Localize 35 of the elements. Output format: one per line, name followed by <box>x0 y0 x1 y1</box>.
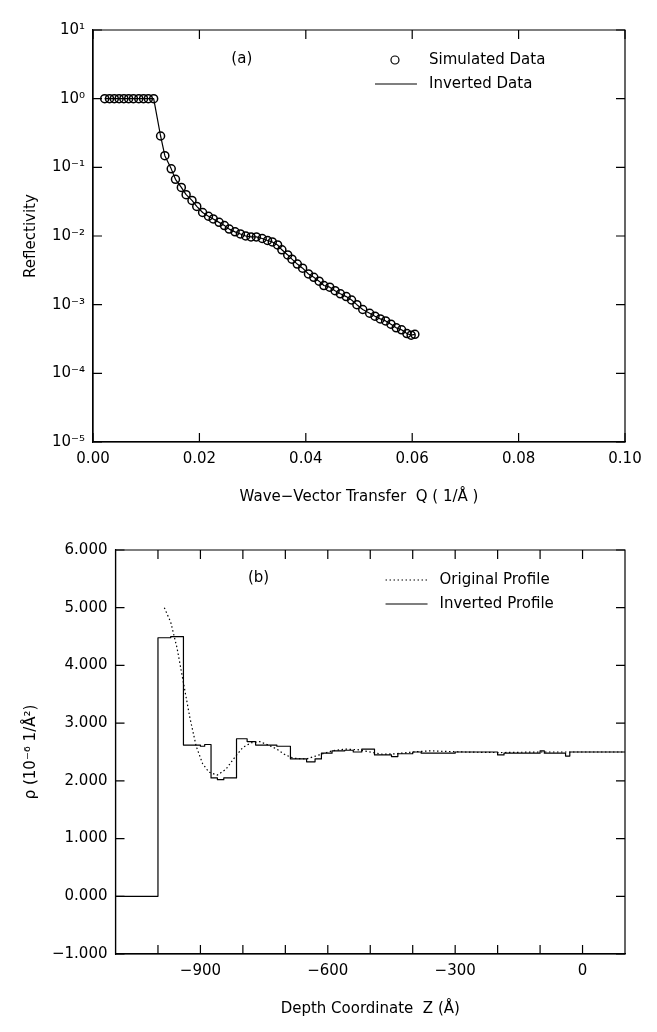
x-tick-label: 0.10 <box>608 448 642 467</box>
y-tick-label: 6.000 <box>64 539 108 558</box>
annotation: (a) <box>231 48 253 67</box>
y-axis-title: Reflectivity <box>20 194 39 278</box>
y-tick-label: −1.000 <box>51 943 108 962</box>
y-tick-label: 4.000 <box>64 655 108 674</box>
y-tick-label: 0.000 <box>64 886 108 905</box>
x-tick-label: 0.08 <box>501 448 536 467</box>
y-tick-label: 10⁻⁵ <box>51 431 86 450</box>
x-tick-label: −900 <box>179 960 222 979</box>
y-tick-label: 10⁻² <box>51 225 86 244</box>
x-tick-label: 0.04 <box>289 448 323 467</box>
y-tick-label: 1.000 <box>64 828 108 847</box>
y-tick-label: 10¹ <box>59 19 86 38</box>
x-tick-label: −300 <box>434 960 476 979</box>
x-tick-label: 0.06 <box>395 448 429 467</box>
annotation: (b) <box>247 568 270 587</box>
x-tick-label: 0 <box>577 960 588 979</box>
y-tick-label: 10⁰ <box>59 88 86 107</box>
x-tick-label: 0.02 <box>182 448 217 467</box>
x-tick-label: −600 <box>307 960 349 979</box>
legend-label: Inverted Data <box>428 73 533 92</box>
legend-label: Inverted Profile <box>439 593 554 612</box>
legend-label: Original Profile <box>439 569 550 588</box>
legend-label: Simulated Data <box>428 49 546 68</box>
y-tick-label: 10⁻⁴ <box>51 363 86 382</box>
y-tick-label: 5.000 <box>64 597 108 616</box>
y-tick-label: 10⁻³ <box>51 294 86 313</box>
y-axis-title: ρ (10⁻⁶ 1/Å²) <box>19 704 39 800</box>
y-tick-label: 3.000 <box>64 713 108 732</box>
x-tick-label: 0.00 <box>76 448 110 467</box>
x-axis-title: Wave−Vector Transfer Q ( 1/Å ) <box>239 485 479 505</box>
y-tick-label: 10⁻¹ <box>51 157 86 176</box>
y-tick-label: 2.000 <box>64 770 108 789</box>
x-axis-title: Depth Coordinate Z (Å) <box>280 997 460 1017</box>
